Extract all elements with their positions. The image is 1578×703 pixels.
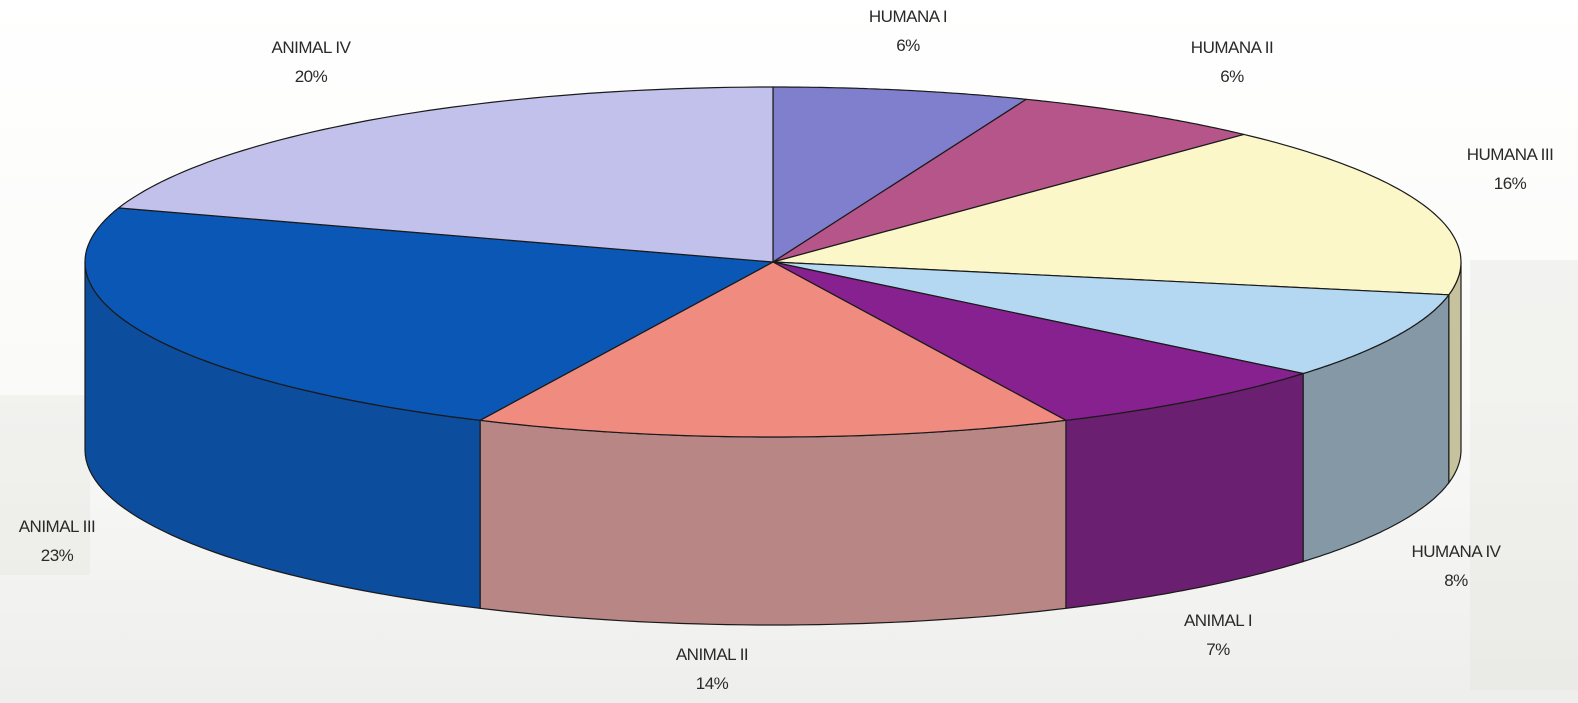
label-humana-i: HUMANA I 6% [868,2,948,60]
slice-percent: 14% [695,674,729,693]
label-humana-ii: HUMANA II 6% [1190,33,1274,91]
slice-name: HUMANA II [1190,38,1274,57]
slice-animal-ii [479,261,1067,438]
slice-percent: 8% [1444,571,1468,590]
label-animal-ii: ANIMAL II 14% [675,640,749,698]
slice-side-animal-ii [479,419,1067,626]
slice-animal-iii [84,207,774,421]
label-animal-iv: ANIMAL IV 20% [272,33,351,91]
slice-name: ANIMAL III [18,517,96,536]
label-humana-iii: HUMANA III 16% [1467,140,1554,198]
scan-artifact [1470,260,1578,690]
slice-name: HUMANA I [868,7,948,26]
slice-animal-i [772,261,1304,421]
slice-humana-ii [772,98,1245,263]
scan-artifact [0,395,90,575]
label-animal-iii: ANIMAL III 23% [19,512,96,570]
label-humana-iv: HUMANA IV 8% [1411,537,1501,595]
pie-sides [84,261,1462,626]
slice-percent: 6% [1220,67,1244,86]
slice-name: HUMANA IV [1411,542,1501,561]
slice-humana-iii [772,133,1462,296]
slice-percent: 7% [1206,640,1230,659]
slice-percent: 6% [896,36,920,55]
slice-name: ANIMAL I [1183,611,1253,630]
slice-percent: 23% [40,546,74,565]
slice-animal-iv [118,86,774,263]
label-animal-i: ANIMAL I 7% [1183,606,1253,664]
slice-name: ANIMAL IV [271,38,351,57]
pie-tops [84,86,1462,438]
slice-side-humana-iii [1448,262,1462,485]
slice-percent: 20% [294,67,328,86]
slice-name: ANIMAL II [675,645,749,664]
slice-humana-i [772,86,1027,263]
slice-percent: 16% [1493,174,1527,193]
slice-name: HUMANA III [1466,145,1554,164]
slice-humana-iv [772,261,1450,375]
